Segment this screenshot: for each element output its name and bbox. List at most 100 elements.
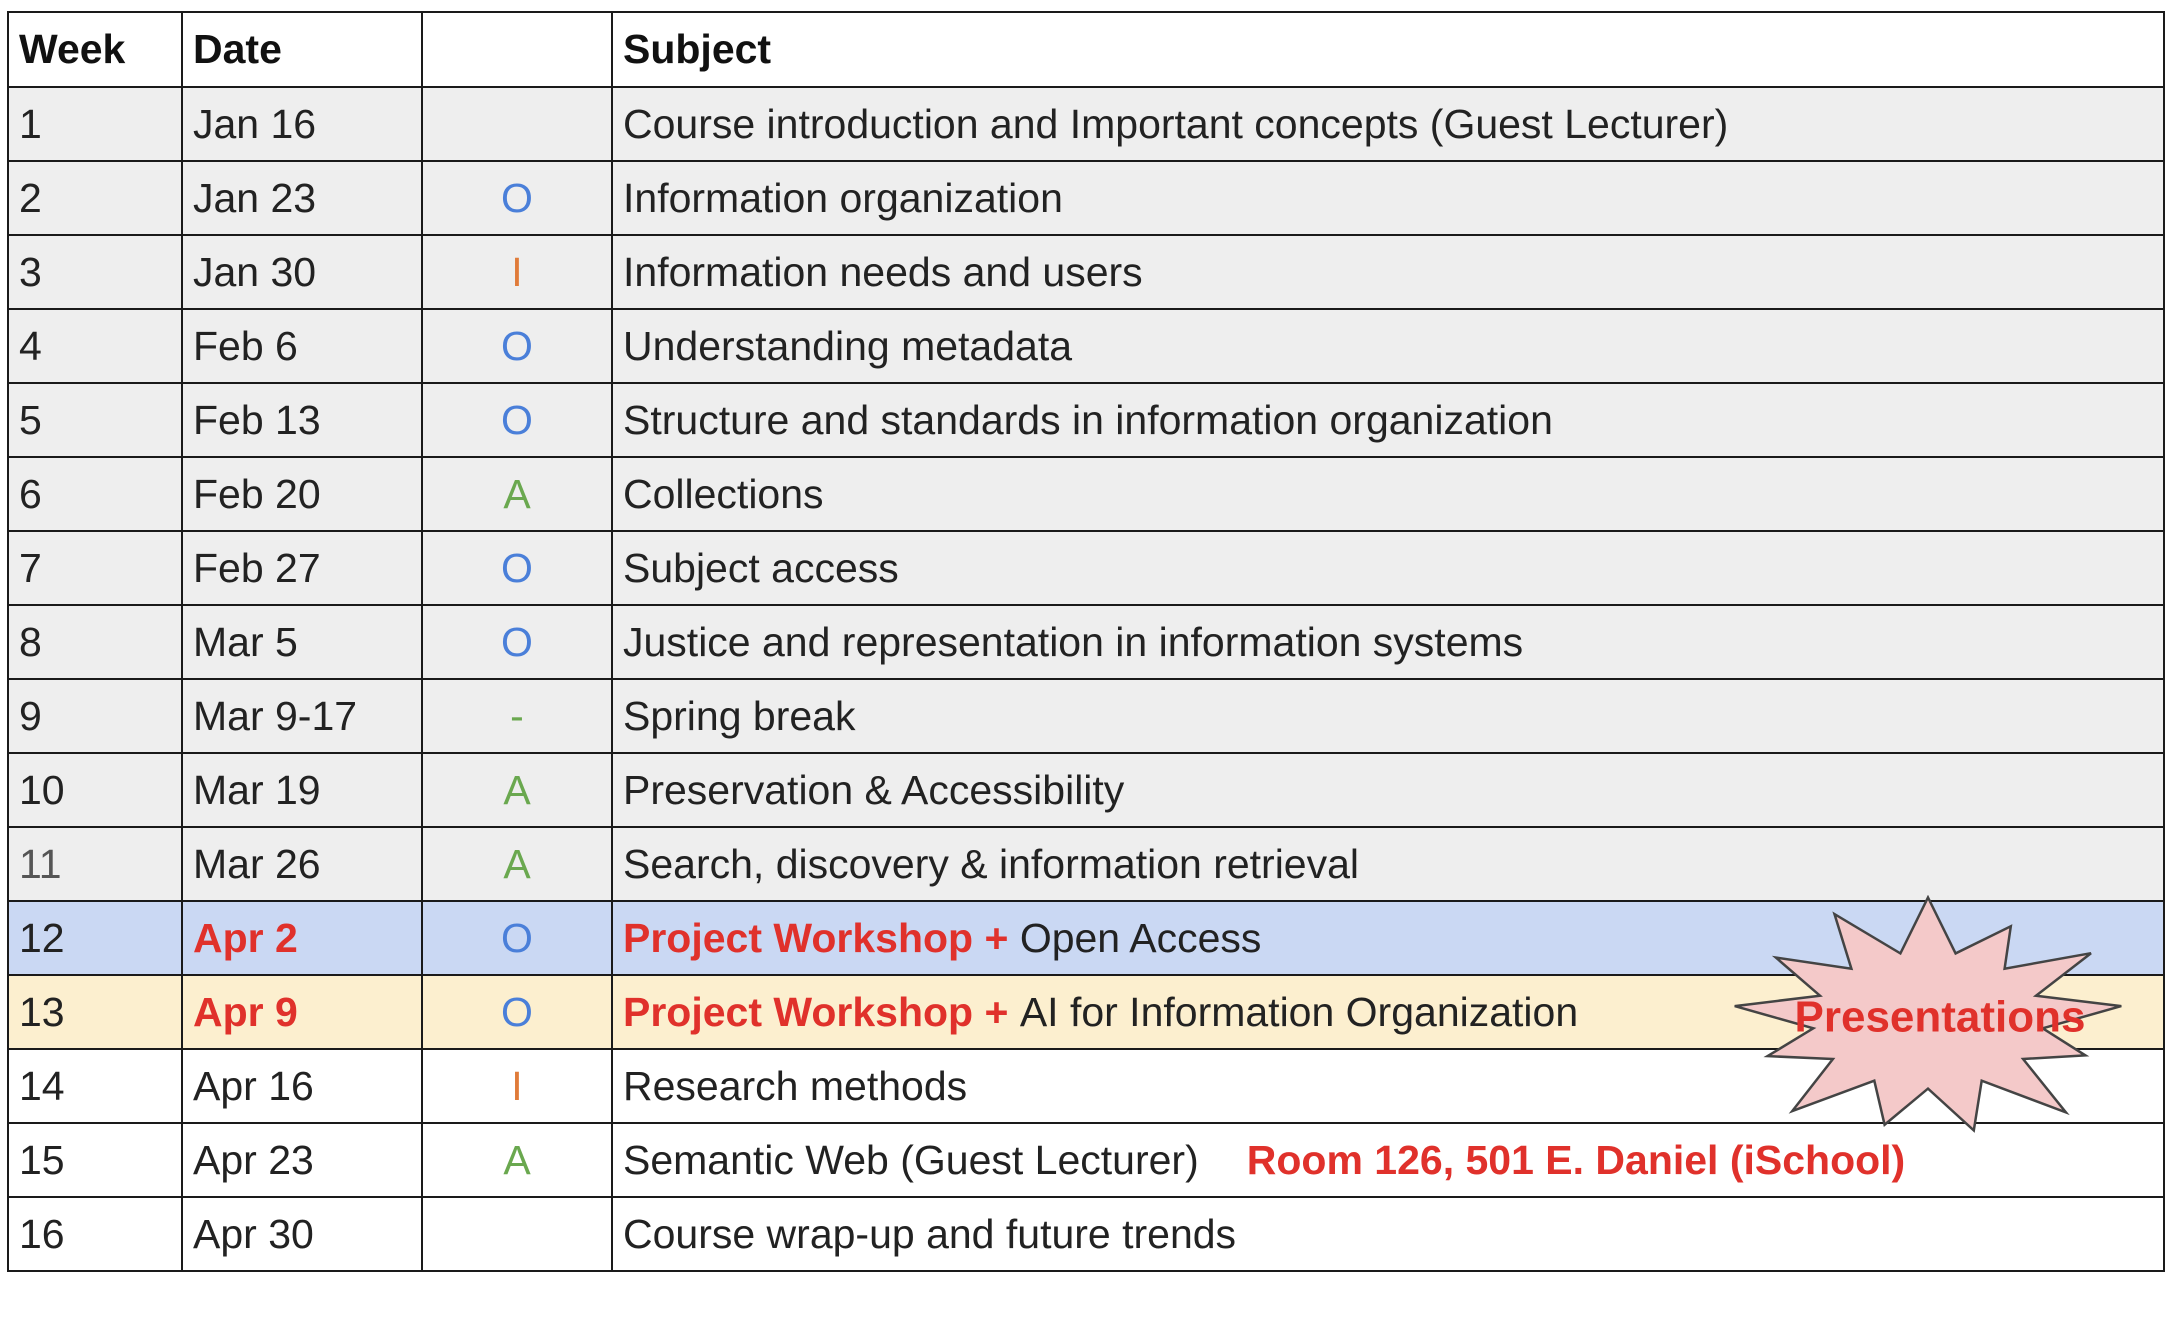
subject-text: Subject access <box>623 544 899 591</box>
type-code-cell: I <box>421 1048 613 1124</box>
subject-text: Structure and standards in information o… <box>623 396 1553 443</box>
date-cell: Jan 30 <box>181 234 423 310</box>
week-cell: 3 <box>7 234 183 310</box>
header-code <box>421 11 613 88</box>
week-cell: 1 <box>7 86 183 162</box>
week-cell: 8 <box>7 604 183 680</box>
subject-cell: Subject access <box>611 530 2165 606</box>
date-cell: Apr 2 <box>181 900 423 976</box>
type-code-cell: O <box>421 604 613 680</box>
table-row: 13 Apr 9 O Project Workshop + AI for Inform… <box>7 974 2165 1050</box>
subject-text: Justice and representation in informatio… <box>623 618 1524 665</box>
week-cell: 14 <box>7 1048 183 1124</box>
type-code-cell: I <box>421 234 613 310</box>
week-cell: 11 <box>7 826 183 902</box>
subject-cell: Semantic Web (Guest Lecturer) Room 126, 5… <box>611 1122 2165 1198</box>
week-cell: 7 <box>7 530 183 606</box>
subject-text: Course introduction and Important concep… <box>623 100 1729 147</box>
subject-text: Spring break <box>623 692 856 739</box>
table-row: 15 Apr 23 A Semantic Web (Guest Lecturer) Ro… <box>7 1122 2165 1198</box>
date-cell: Apr 30 <box>181 1196 423 1272</box>
subject-text: Collections <box>623 470 824 517</box>
subject-text: Open Access <box>1019 914 1262 961</box>
subject-text: AI for Information Organization <box>1019 988 1579 1035</box>
date-cell: Mar 9-17 <box>181 678 423 754</box>
room-note: Room 126, 501 E. Daniel (iSchool) <box>1246 1136 1906 1183</box>
header-week: Week <box>7 11 183 88</box>
type-code-cell: - <box>421 678 613 754</box>
date-cell: Feb 27 <box>181 530 423 606</box>
type-code-cell: O <box>421 308 613 384</box>
type-code-cell: O <box>421 974 613 1050</box>
week-cell: 12 <box>7 900 183 976</box>
week-cell: 4 <box>7 308 183 384</box>
week-cell: 6 <box>7 456 183 532</box>
type-code-cell <box>421 86 613 162</box>
date-cell: Apr 16 <box>181 1048 423 1124</box>
subject-cell: Justice and representation in informatio… <box>611 604 2165 680</box>
table-row: 6 Feb 20 A Collections <box>7 456 2165 532</box>
date-cell: Apr 23 <box>181 1122 423 1198</box>
table-row: 8 Mar 5 O Justice and representation in inf… <box>7 604 2165 680</box>
subject-text: Course wrap-up and future trends <box>623 1210 1237 1257</box>
subject-cell: Understanding metadata <box>611 308 2165 384</box>
subject-text: Search, discovery & information retrieva… <box>623 840 1360 887</box>
subject-cell: Preservation & Accessibility <box>611 752 2165 828</box>
table-row: 9 Mar 9-17- Spring break <box>7 678 2165 754</box>
table-row: 7 Feb 27 O Subject access <box>7 530 2165 606</box>
header-date: Date <box>181 11 423 88</box>
type-code-cell: A <box>421 456 613 532</box>
subject-text: Understanding metadata <box>623 322 1073 369</box>
type-code-cell: A <box>421 826 613 902</box>
table-row: 16 Apr 30 Course wrap-up and future trends <box>7 1196 2165 1272</box>
table-row: 2 Jan 23 O Information organization <box>7 160 2165 236</box>
date-cell: Feb 6 <box>181 308 423 384</box>
subject-cell: Collections <box>611 456 2165 532</box>
week-cell: 13 <box>7 974 183 1050</box>
date-cell: Mar 19 <box>181 752 423 828</box>
table-row: 1 Jan 16 Course introduction and Important… <box>7 86 2165 162</box>
subject-cell: Search, discovery & information retrieva… <box>611 826 2165 902</box>
subject-cell: Course introduction and Important concep… <box>611 86 2165 162</box>
subject-text: Preservation & Accessibility <box>623 766 1125 813</box>
subject-prefix: Project Workshop + <box>623 988 1020 1035</box>
date-cell: Feb 20 <box>181 456 423 532</box>
subject-cell: Information organization <box>611 160 2165 236</box>
subject-cell: Information needs and users <box>611 234 2165 310</box>
week-cell: 16 <box>7 1196 183 1272</box>
header-row: Week Date Subject <box>7 11 2165 88</box>
date-cell: Jan 16 <box>181 86 423 162</box>
type-code-cell: A <box>421 1122 613 1198</box>
week-cell: 5 <box>7 382 183 458</box>
table-row: 11 Mar 26 A Search, discovery & information… <box>7 826 2165 902</box>
table-row: 3 Jan 30 I Information needs and users <box>7 234 2165 310</box>
type-code-cell: A <box>421 752 613 828</box>
type-code-cell: O <box>421 530 613 606</box>
table-row: 12 Apr 2 O Project Workshop + Open Access <box>7 900 2165 976</box>
subject-cell: Spring break <box>611 678 2165 754</box>
date-cell: Apr 9 <box>181 974 423 1050</box>
week-cell: 2 <box>7 160 183 236</box>
subject-cell: Project Workshop + AI for Information Or… <box>611 974 2165 1050</box>
week-cell: 9 <box>7 678 183 754</box>
table-row: 10 Mar 19 A Preservation & Accessibility <box>7 752 2165 828</box>
type-code-cell: O <box>421 900 613 976</box>
subject-cell: Project Workshop + Open Access <box>611 900 2165 976</box>
date-cell: Feb 13 <box>181 382 423 458</box>
week-cell: 15 <box>7 1122 183 1198</box>
type-code-cell: O <box>421 160 613 236</box>
schedule-body: 1 Jan 16 Course introduction and Important… <box>7 86 2165 1272</box>
subject-prefix: Project Workshop + <box>623 914 1020 961</box>
subject-cell: Course wrap-up and future trends <box>611 1196 2165 1272</box>
date-cell: Mar 26 <box>181 826 423 902</box>
type-code-cell <box>421 1196 613 1272</box>
subject-text: Information organization <box>623 174 1063 221</box>
table-row: 14 Apr 16 I Research methods <box>7 1048 2165 1124</box>
subject-cell: Structure and standards in information o… <box>611 382 2165 458</box>
subject-cell: Research methods <box>611 1048 2165 1124</box>
table-row: 5 Feb 13 O Structure and standards in infor… <box>7 382 2165 458</box>
header-subject: Subject <box>611 11 2165 88</box>
course-schedule-table: Week Date Subject 1 Jan 16 Course introduc… <box>7 11 2165 1272</box>
subject-text: Information needs and users <box>623 248 1143 295</box>
week-cell: 10 <box>7 752 183 828</box>
